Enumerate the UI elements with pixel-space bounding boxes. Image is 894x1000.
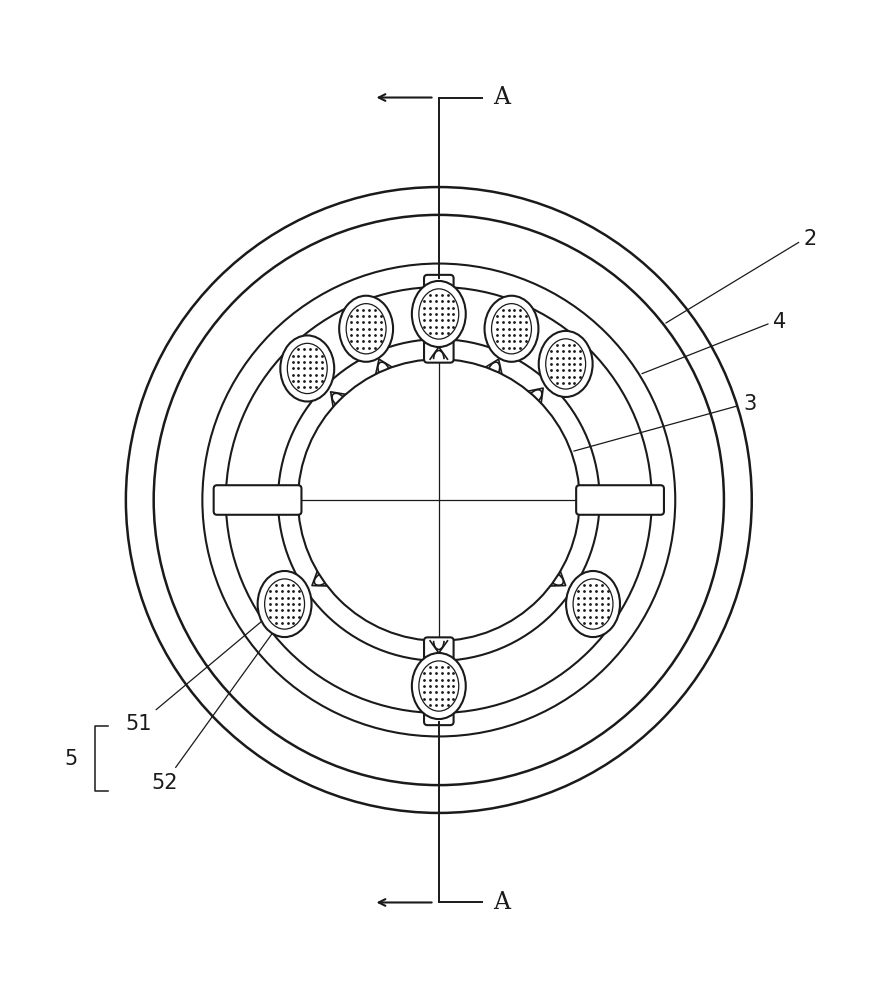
Text: 2: 2 — [665, 229, 816, 323]
Text: 4: 4 — [641, 312, 786, 374]
FancyBboxPatch shape — [576, 485, 663, 515]
Text: 5: 5 — [64, 749, 78, 769]
FancyBboxPatch shape — [424, 275, 453, 363]
Text: A: A — [493, 891, 510, 914]
Ellipse shape — [339, 296, 392, 362]
Ellipse shape — [257, 571, 311, 637]
Text: 3: 3 — [573, 394, 755, 451]
Ellipse shape — [565, 571, 620, 637]
FancyBboxPatch shape — [214, 485, 301, 515]
Ellipse shape — [280, 335, 333, 401]
Text: 51: 51 — [125, 614, 271, 734]
FancyBboxPatch shape — [424, 637, 453, 725]
Ellipse shape — [411, 281, 465, 347]
Ellipse shape — [411, 653, 465, 719]
Ellipse shape — [538, 331, 592, 397]
Ellipse shape — [484, 296, 538, 362]
Text: A: A — [493, 86, 510, 109]
Text: 52: 52 — [151, 595, 299, 793]
